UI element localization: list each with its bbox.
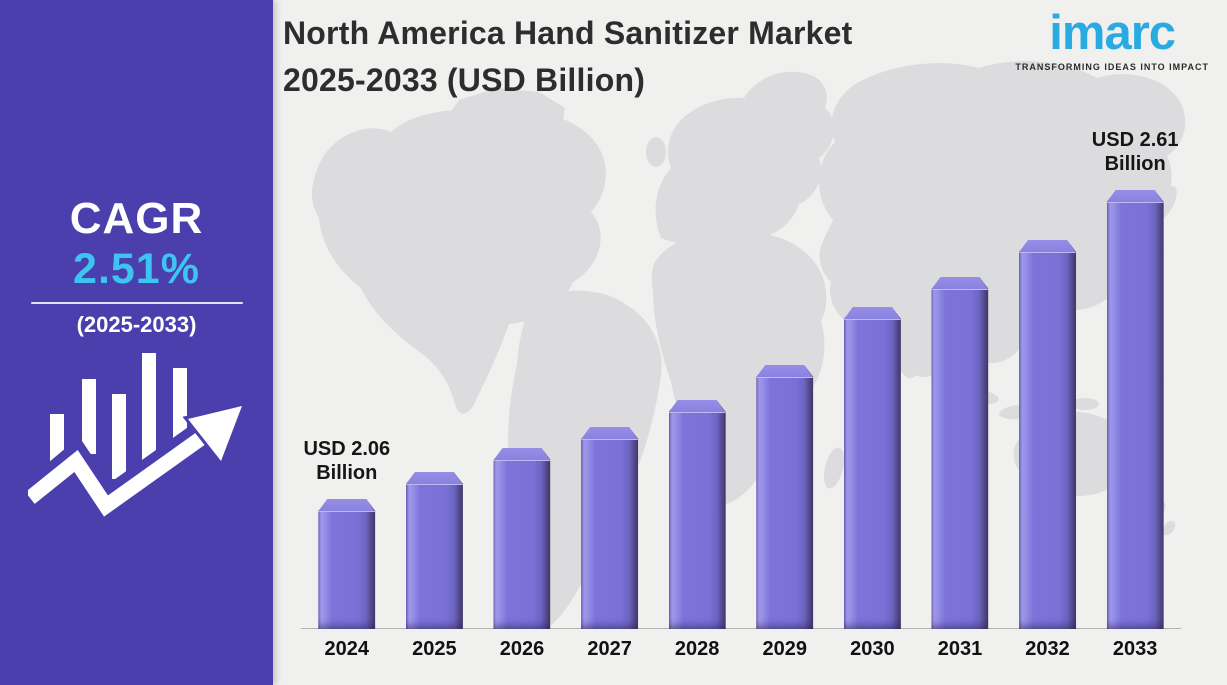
imarc-tagline: TRANSFORMING IDEAS INTO IMPACT [1015,62,1209,72]
year-label-2030: 2030 [850,638,895,660]
bar-2024 [318,499,375,629]
bar-column-2026: 2026 [478,0,566,660]
year-label-2028: 2028 [674,638,720,660]
year-label-2033: 2033 [1112,638,1158,660]
sidebar: CAGR 2.51% (2025-2033) [0,0,273,685]
bar-column-2030: 2030 [829,0,917,660]
bar-2032 [1019,240,1076,629]
year-label-2025: 2025 [412,638,457,660]
cagr-divider [30,302,243,304]
bars-container: 2024 USD 2.06 Billion 2025 2026 2027 2028… [303,0,1179,660]
bar-column-2032: 2032 [1004,0,1092,660]
chart-title-line2: 2025-2033 (USD Billion) [283,62,646,98]
bar-2029 [756,365,813,629]
cagr-label: CAGR [69,194,204,243]
year-label-2031: 2031 [937,638,983,660]
value-label-2024: USD 2.06 Billion [303,438,391,484]
bar-column-2025: 2025 [391,0,479,660]
year-label-2032: 2032 [1025,638,1070,660]
chart-title-line1: North America Hand Sanitizer Market [283,15,853,51]
bar-column-2031: 2031 [916,0,1004,660]
x-axis-baseline [301,628,1181,629]
bar-column-2027: 2027 [566,0,654,660]
chart-area: North America Hand Sanitizer Market 2025… [273,0,1227,685]
bar-column-2033: 2033 USD 2.61 Billion [1091,0,1179,660]
year-label-2027: 2027 [587,638,632,660]
imarc-logo: imarc TRANSFORMING IDEAS INTO IMPACT [1015,4,1209,72]
bar-2030 [844,307,901,629]
bar-2026 [493,448,550,629]
bar-2027 [581,427,638,629]
imarc-wordmark: imarc [1049,6,1176,60]
bar-column-2028: 2028 [653,0,741,660]
cagr-block: CAGR 2.51% (2025-2033) [0,196,273,338]
value-label-2033: USD 2.61 Billion [1091,129,1179,175]
bar-2031 [931,277,988,629]
bar-2033 [1107,190,1164,629]
bar-2025 [406,472,463,629]
cagr-value: 2.51% [73,245,200,293]
growth-chart-icon [28,353,246,526]
world-map-background [312,61,1186,629]
year-label-2026: 2026 [499,638,545,660]
bar-column-2024: 2024 USD 2.06 Billion [303,0,391,660]
bar-column-2029: 2029 [741,0,829,660]
cagr-period: (2025-2033) [76,312,197,337]
chart-title: North America Hand Sanitizer Market 2025… [283,10,853,104]
year-label-2024: 2024 [324,638,370,660]
year-label-2029: 2029 [762,638,808,660]
bar-2028 [669,400,726,629]
